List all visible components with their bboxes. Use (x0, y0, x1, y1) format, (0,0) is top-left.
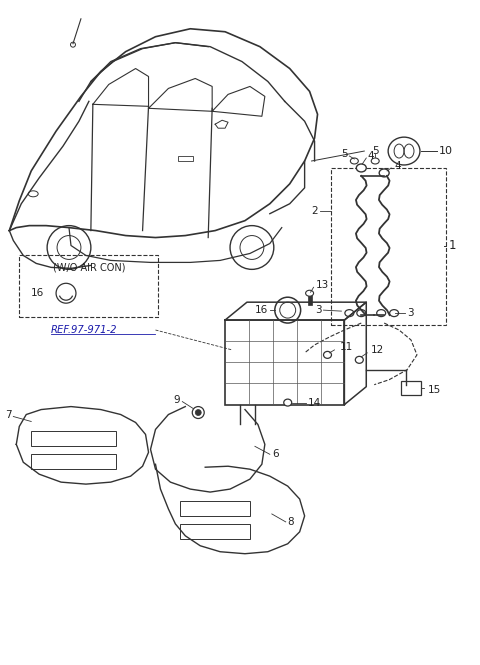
Ellipse shape (390, 310, 398, 317)
Text: 10: 10 (439, 146, 453, 156)
Ellipse shape (284, 399, 292, 406)
Circle shape (192, 406, 204, 418)
Text: 1: 1 (449, 239, 456, 252)
Text: 14: 14 (308, 398, 321, 408)
Text: 3: 3 (407, 308, 414, 318)
Bar (332, 168, 446, 325)
Text: 5: 5 (372, 146, 379, 156)
Ellipse shape (356, 164, 366, 172)
Ellipse shape (355, 356, 363, 363)
Ellipse shape (324, 351, 332, 358)
Text: 16: 16 (254, 305, 268, 315)
Text: 5: 5 (341, 149, 348, 159)
Bar (308, 295, 312, 305)
Text: 15: 15 (428, 384, 441, 394)
Text: 9: 9 (174, 394, 180, 404)
Text: 6: 6 (272, 450, 278, 460)
Text: (W/O AIR CON): (W/O AIR CON) (53, 263, 125, 273)
Ellipse shape (306, 290, 313, 296)
Text: 2: 2 (311, 205, 318, 215)
Text: 13: 13 (315, 280, 329, 291)
Text: 4: 4 (394, 161, 401, 171)
Text: 3: 3 (315, 305, 322, 315)
Ellipse shape (357, 310, 366, 317)
Text: 16: 16 (31, 288, 44, 298)
Ellipse shape (377, 310, 385, 317)
Ellipse shape (379, 169, 389, 177)
Text: 12: 12 (371, 345, 384, 355)
Bar (31, 454, 116, 469)
Circle shape (195, 410, 201, 416)
Text: REF.97-971-2: REF.97-971-2 (51, 325, 118, 335)
Bar (31, 432, 116, 446)
Text: 7: 7 (5, 410, 12, 420)
Text: 4: 4 (367, 151, 374, 161)
Bar (401, 381, 421, 394)
Text: 11: 11 (339, 342, 353, 352)
Ellipse shape (345, 310, 354, 317)
Bar (180, 501, 250, 516)
Bar (179, 156, 193, 161)
Bar (180, 524, 250, 539)
Text: 8: 8 (288, 517, 294, 527)
Bar (225, 320, 344, 404)
